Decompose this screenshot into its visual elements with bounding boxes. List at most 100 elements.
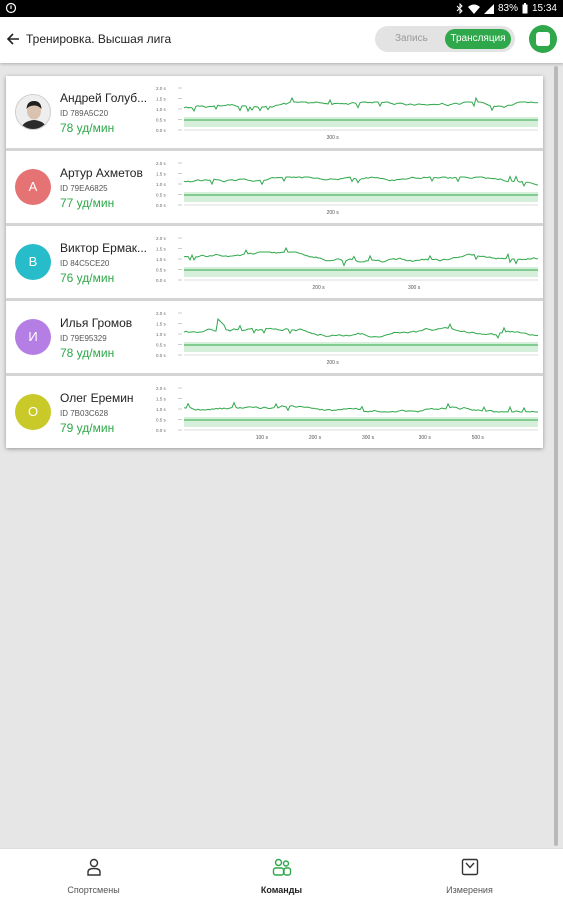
avatar: О bbox=[15, 394, 51, 430]
bluetooth-icon bbox=[456, 3, 463, 14]
rr-trace-line bbox=[183, 175, 538, 188]
clock: 15:34 bbox=[531, 3, 557, 14]
normal-range-band bbox=[184, 117, 538, 127]
athlete-card[interactable]: И Илья Громов ID 79E95329 78 уд/мин 2.0 … bbox=[6, 301, 543, 373]
avatar: И bbox=[15, 319, 51, 355]
y-tick-label: 2.0 s bbox=[156, 161, 167, 166]
wifi-icon bbox=[467, 4, 480, 14]
y-tick-label: 1.0 s bbox=[156, 332, 167, 337]
y-tick-label: 2.0 s bbox=[156, 311, 167, 316]
y-tick-label: 1.5 s bbox=[156, 247, 167, 252]
person-icon bbox=[87, 858, 101, 876]
rr-interval-chart: 2.0 s 1.5 s 1.0 s 0.5 s 0.0 s 300 s bbox=[156, 86, 538, 141]
athlete-name: Артур Ахметов bbox=[60, 166, 143, 180]
back-arrow-icon[interactable] bbox=[4, 29, 24, 49]
x-tick-label: 500 s bbox=[472, 435, 485, 441]
x-tick-label: 300 s bbox=[362, 435, 375, 441]
athlete-card[interactable]: Андрей Голуб... ID 789A5C20 78 уд/мин 2.… bbox=[6, 76, 543, 148]
y-tick-label: 1.5 s bbox=[156, 397, 167, 402]
y-tick-label: 0.5 s bbox=[156, 418, 167, 423]
nav-teams[interactable]: Команды bbox=[188, 849, 375, 900]
normal-range-band bbox=[184, 417, 538, 427]
athlete-name: Андрей Голуб... bbox=[60, 91, 148, 105]
y-tick-label: 0.0 s bbox=[156, 428, 167, 433]
normal-range-band bbox=[184, 267, 538, 277]
live-mode-option[interactable]: Трансляция bbox=[445, 29, 511, 49]
rr-trace-line bbox=[183, 401, 538, 413]
rr-interval-chart: 2.0 s 1.5 s 1.0 s 0.5 s 0.0 s 200 s 300 s bbox=[156, 236, 538, 291]
y-tick-label: 0.5 s bbox=[156, 268, 167, 273]
normal-range-band bbox=[184, 192, 538, 202]
record-mode-option[interactable]: Запись bbox=[395, 33, 428, 44]
status-bar: 83% 15:34 bbox=[0, 0, 563, 17]
y-tick-label: 1.5 s bbox=[156, 97, 167, 102]
device-id: ID 84C5CE20 bbox=[60, 259, 110, 268]
x-tick-label: 200 s bbox=[327, 360, 340, 366]
athlete-card[interactable]: А Артур Ахметов ID 79EA6825 77 уд/мин 2.… bbox=[6, 151, 543, 223]
battery-level: 83% bbox=[497, 3, 518, 14]
y-tick-label: 0.0 s bbox=[156, 353, 167, 358]
athlete-name: Виктор Ермак... bbox=[60, 241, 147, 255]
avatar: А bbox=[15, 169, 51, 205]
y-tick-label: 1.5 s bbox=[156, 322, 167, 327]
nav-label: Команды bbox=[260, 885, 303, 895]
y-tick-label: 1.0 s bbox=[156, 407, 167, 412]
y-tick-label: 0.0 s bbox=[156, 128, 167, 133]
avatar bbox=[15, 94, 51, 130]
y-tick-label: 1.0 s bbox=[156, 107, 167, 112]
signal-icon bbox=[483, 3, 494, 14]
x-tick-label: 200 s bbox=[327, 210, 340, 216]
rr-trace-line bbox=[183, 317, 538, 340]
rr-interval-chart: 2.0 s 1.5 s 1.0 s 0.5 s 0.0 s 100 s 200 s 300 s… bbox=[156, 386, 538, 441]
x-tick-label: 300 s bbox=[327, 135, 340, 141]
x-tick-label: 100 s bbox=[256, 435, 269, 441]
nav-measurements[interactable]: Измерения bbox=[376, 849, 563, 900]
avatar: В bbox=[15, 244, 51, 280]
y-tick-label: 2.0 s bbox=[156, 86, 167, 91]
scrollbar[interactable] bbox=[554, 66, 558, 846]
athlete-name: Олег Еремин bbox=[60, 391, 134, 405]
athlete-card[interactable]: В Виктор Ермак... ID 84C5CE20 76 уд/мин … bbox=[6, 226, 543, 298]
rr-interval-chart: 2.0 s 1.5 s 1.0 s 0.5 s 0.0 s 200 s bbox=[156, 161, 538, 216]
team-icon bbox=[272, 858, 292, 876]
nav-label: Измерения bbox=[446, 885, 493, 895]
heart-rate: 78 уд/мин bbox=[60, 121, 115, 135]
x-tick-label: 300 s bbox=[419, 435, 432, 441]
y-tick-label: 1.5 s bbox=[156, 172, 167, 177]
rr-trace-line bbox=[183, 246, 538, 267]
nav-athletes[interactable]: Спортсмены bbox=[0, 849, 187, 900]
y-tick-label: 1.0 s bbox=[156, 257, 167, 262]
bottom-navigation: Спортсмены Команды Измерения bbox=[0, 848, 563, 900]
y-tick-label: 2.0 s bbox=[156, 386, 167, 391]
heart-rate: 79 уд/мин bbox=[60, 421, 115, 435]
measurements-icon bbox=[461, 858, 479, 876]
athlete-list: Андрей Голуб... ID 789A5C20 78 уд/мин 2.… bbox=[6, 76, 543, 448]
heart-rate: 78 уд/мин bbox=[60, 346, 115, 360]
y-tick-label: 1.0 s bbox=[156, 182, 167, 187]
nav-label: Спортсмены bbox=[67, 885, 120, 895]
app-bar: Тренировка. Высшая лига Запись Трансляци… bbox=[0, 17, 563, 63]
battery-icon bbox=[522, 3, 528, 14]
normal-range-band bbox=[184, 342, 538, 352]
stop-icon bbox=[536, 32, 550, 46]
athlete-card[interactable]: О Олег Еремин ID 7B03C628 79 уд/мин 2.0 … bbox=[6, 376, 543, 448]
mode-toggle[interactable]: Запись Трансляция bbox=[375, 26, 515, 52]
x-tick-label: 200 s bbox=[309, 435, 322, 441]
y-tick-label: 0.0 s bbox=[156, 278, 167, 283]
y-tick-label: 0.5 s bbox=[156, 118, 167, 123]
athlete-name: Илья Громов bbox=[60, 316, 133, 330]
y-tick-label: 0.0 s bbox=[156, 203, 167, 208]
stop-button[interactable] bbox=[529, 25, 557, 53]
device-id: ID 789A5C20 bbox=[60, 109, 109, 118]
avatar-photo bbox=[16, 95, 50, 129]
rr-interval-chart: 2.0 s 1.5 s 1.0 s 0.5 s 0.0 s 200 s bbox=[156, 311, 538, 366]
y-tick-label: 2.0 s bbox=[156, 236, 167, 241]
heart-rate: 76 уд/мин bbox=[60, 271, 115, 285]
x-tick-label: 200 s bbox=[312, 285, 325, 291]
x-tick-label: 300 s bbox=[408, 285, 421, 291]
device-id: ID 79EA6825 bbox=[60, 184, 108, 193]
device-id: ID 7B03C628 bbox=[60, 409, 109, 418]
y-tick-label: 0.5 s bbox=[156, 343, 167, 348]
y-tick-label: 0.5 s bbox=[156, 193, 167, 198]
device-id: ID 79E95329 bbox=[60, 334, 107, 343]
